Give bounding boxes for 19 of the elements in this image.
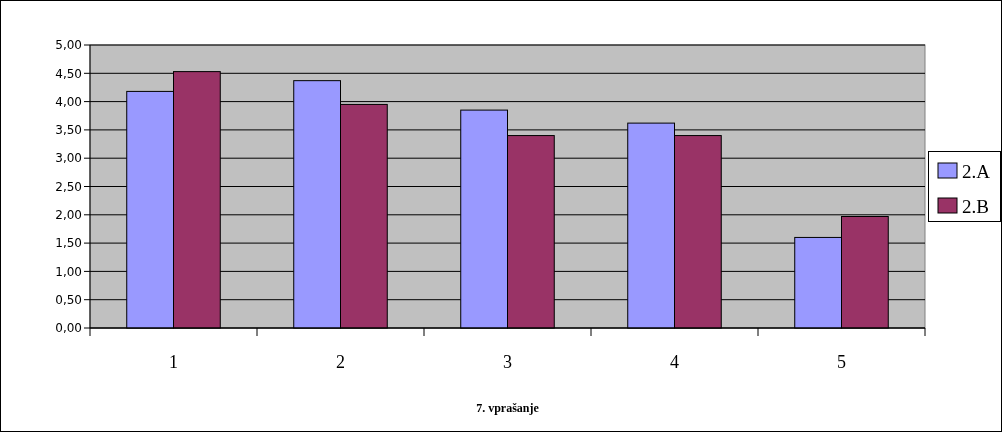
- y-tick-label: 2,50: [55, 179, 82, 194]
- y-tick-label: 2,00: [55, 208, 82, 222]
- x-tick-label: 5: [837, 352, 846, 372]
- x-tick-label: 2: [336, 352, 345, 372]
- x-tick-label: 4: [670, 352, 679, 372]
- y-tick-label: 0,50: [55, 292, 82, 307]
- x-tick-label: 3: [503, 352, 512, 372]
- y-tick-label: 1,00: [55, 264, 82, 279]
- y-tick-label: 0,00: [55, 321, 82, 336]
- x-tick-label: 1: [169, 352, 178, 372]
- y-tick-label: 1,50: [55, 236, 82, 251]
- y-tick-label: 3,50: [55, 123, 82, 138]
- y-tick-label: 4,50: [55, 66, 82, 81]
- legend-label: 2.B: [962, 195, 989, 217]
- x-axis-title: 7. vprašanje: [476, 401, 540, 415]
- y-tick-label: 4,00: [55, 94, 82, 109]
- legend-label: 2.A: [962, 160, 991, 182]
- y-tick-label: 5,00: [55, 38, 82, 53]
- y-tick-label: 3,00: [55, 151, 82, 166]
